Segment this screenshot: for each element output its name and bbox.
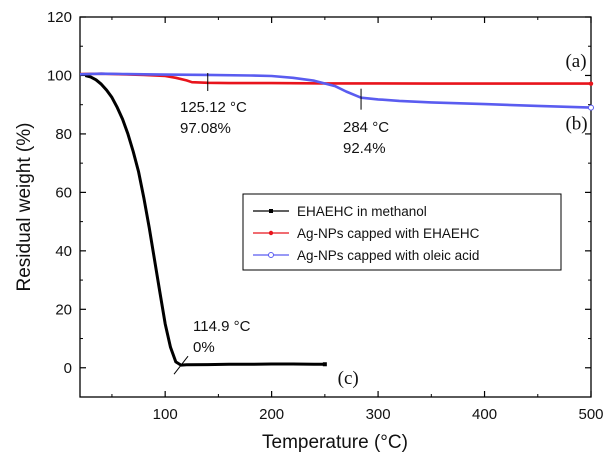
series-end-point <box>322 362 327 367</box>
y-tick-label: 120 <box>47 9 72 26</box>
series-end-point <box>588 81 594 86</box>
panel-label: (b) <box>565 114 587 135</box>
y-tick-label: 100 <box>47 67 72 84</box>
annotation-marker <box>173 355 189 375</box>
series-0 <box>84 74 327 367</box>
x-tick-label: 100 <box>153 406 178 423</box>
series-line <box>84 74 325 367</box>
legend-items: EHAEHC in methanol Ag-NPs capped with EHA… <box>253 204 480 263</box>
annotation-layer: 125.12 °C 97.08% 284 °C 92.4% 114.9 °C 0% <box>173 72 389 375</box>
annotation-temperature: 125.12 °C <box>180 99 247 116</box>
legend-box <box>242 193 562 271</box>
x-tick-label: 300 <box>366 406 391 423</box>
legend-label: Ag-NPs capped with oleic acid <box>297 248 479 263</box>
y-axis-ticks: 0 20 40 60 80 100 120 <box>47 9 591 398</box>
annotation-temperature: 284 °C <box>343 119 389 136</box>
y-tick-label: 20 <box>55 301 72 318</box>
y-tick-label: 60 <box>55 184 72 201</box>
series-end-point <box>588 104 594 111</box>
y-axis-title: Residual weight (%) <box>14 123 35 292</box>
x-tick-label: 200 <box>259 406 284 423</box>
x-axis-ticks: 100 200 300 400 500 <box>111 17 604 423</box>
annotation-weight: 92.4% <box>343 140 386 157</box>
legend: EHAEHC in methanol Ag-NPs capped with EHA… <box>242 193 562 271</box>
panel-label: (a) <box>565 51 586 72</box>
x-tick-label: 500 <box>578 406 603 423</box>
x-axis-title: Temperature (°C) <box>262 432 408 453</box>
annotation-temperature: 114.9 °C <box>193 318 251 335</box>
panel-label-layer: (a) (b) (c) <box>338 51 588 389</box>
series-line <box>79 72 592 109</box>
legend-swatch-marker <box>268 252 274 258</box>
annotation-weight: 97.08% <box>180 120 231 137</box>
legend-swatch-marker <box>269 209 273 213</box>
y-tick-label: 40 <box>55 243 72 260</box>
legend-label: Ag-NPs capped with EHAEHC <box>297 226 480 241</box>
y-tick-label: 80 <box>55 126 72 143</box>
series-2 <box>79 72 594 111</box>
annotation-weight: 0% <box>193 339 215 356</box>
legend-label: EHAEHC in methanol <box>297 204 427 219</box>
legend-swatch-marker <box>268 230 274 236</box>
panel-label: (c) <box>338 368 359 389</box>
y-tick-label: 0 <box>64 360 72 377</box>
x-tick-label: 400 <box>472 406 497 423</box>
